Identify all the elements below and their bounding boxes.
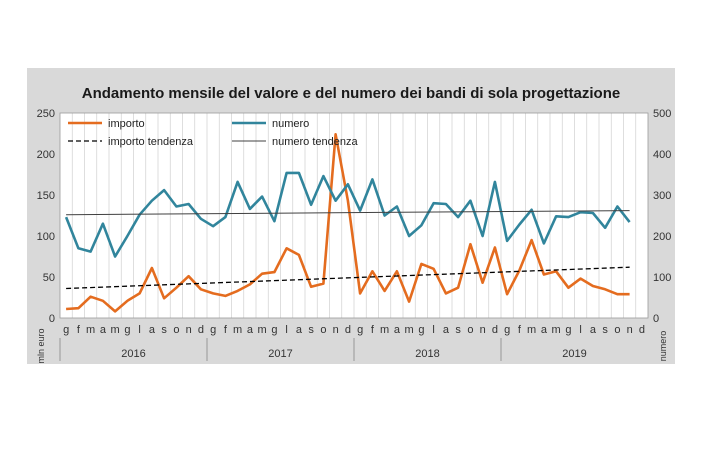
month-tick-label: a (590, 324, 597, 336)
year-label: 2018 (415, 348, 439, 360)
legend-label: numero tendenza (272, 136, 358, 148)
month-tick-label: a (443, 324, 450, 336)
right-tick-label: 100 (653, 272, 671, 284)
month-tick-label: g (504, 324, 510, 336)
left-tick-label: 0 (49, 313, 55, 325)
month-tick-label: g (63, 324, 69, 336)
month-tick-label: s (161, 324, 167, 336)
month-tick-label: l (138, 324, 140, 336)
month-tick-label: a (100, 324, 107, 336)
month-tick-label: s (308, 324, 314, 336)
right-axis-title: numero (658, 331, 668, 362)
month-tick-label: a (247, 324, 254, 336)
left-tick-label: 50 (43, 272, 55, 284)
month-tick-label: g (210, 324, 216, 336)
month-tick-label: n (480, 324, 486, 336)
month-tick-label: d (639, 324, 645, 336)
month-tick-label: m (233, 324, 242, 336)
month-tick-label: g (418, 324, 424, 336)
plot-border (59, 112, 649, 319)
month-tick-label: d (492, 324, 498, 336)
month-tick-label: o (173, 324, 179, 336)
year-label: 2016 (121, 348, 145, 360)
month-tick-label: m (552, 324, 561, 336)
year-label: 2017 (268, 348, 292, 360)
month-tick-label: a (394, 324, 401, 336)
legend-label: importo tendenza (108, 136, 194, 148)
month-tick-label: a (296, 324, 303, 336)
month-tick-label: f (224, 324, 228, 336)
month-tick-label: l (579, 324, 581, 336)
trend-line-numero (66, 210, 630, 216)
month-tick-label: m (405, 324, 414, 336)
month-tick-label: s (602, 324, 608, 336)
right-tick-label: 200 (653, 231, 671, 243)
right-tick-label: 300 (653, 190, 671, 202)
month-tick-label: n (333, 324, 339, 336)
month-tick-label: a (541, 324, 548, 336)
left-tick-label: 200 (37, 149, 55, 161)
left-tick-label: 150 (37, 190, 55, 202)
month-tick-label: l (432, 324, 434, 336)
month-tick-label: g (357, 324, 363, 336)
year-label: 2019 (562, 348, 586, 360)
series-line-importo (66, 133, 630, 313)
series-line-numero (64, 171, 631, 258)
trend-line-importo (66, 266, 630, 290)
month-tick-label: f (371, 324, 375, 336)
month-tick-label: a (149, 324, 156, 336)
month-tick-label: m (86, 324, 95, 336)
right-tick-label: 500 (653, 108, 671, 120)
month-tick-label: o (614, 324, 620, 336)
legend: importo numero importo tendenza numero tend… (68, 118, 358, 148)
right-tick-label: 0 (653, 313, 659, 325)
month-tick-label: g (565, 324, 571, 336)
chart-title: Andamento mensile del valore e del numer… (82, 85, 620, 102)
left-tick-label: 100 (37, 231, 55, 243)
month-tick-label: d (198, 324, 204, 336)
left-axis-title: mln euro (36, 328, 46, 363)
month-tick-label: m (380, 324, 389, 336)
right-tick-label: 400 (653, 149, 671, 161)
month-tick-label: n (627, 324, 633, 336)
legend-label: numero (272, 118, 309, 130)
month-tick-label: d (345, 324, 351, 336)
series-layer (64, 133, 631, 313)
month-tick-label: n (186, 324, 192, 336)
legend-label: importo (108, 118, 145, 130)
month-tick-label: g (271, 324, 277, 336)
month-tick-label: f (77, 324, 81, 336)
month-tick-label: f (518, 324, 522, 336)
month-tick-label: m (111, 324, 120, 336)
month-tick-label: s (455, 324, 461, 336)
month-tick-label: g (124, 324, 130, 336)
month-tick-label: m (258, 324, 267, 336)
left-tick-label: 250 (37, 108, 55, 120)
month-tick-label: o (320, 324, 326, 336)
month-tick-label: o (467, 324, 473, 336)
month-tick-label: l (285, 324, 287, 336)
month-tick-label: m (527, 324, 536, 336)
